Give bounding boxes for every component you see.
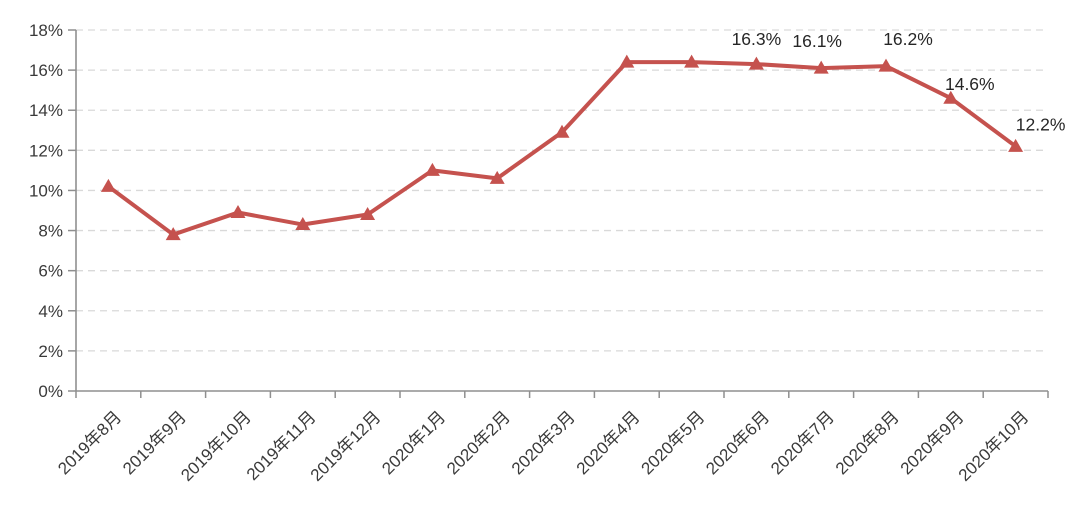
data-point-label: 12.2% <box>1016 114 1066 134</box>
x-axis-tick-label: 2020年7月 <box>767 407 838 478</box>
series-line <box>106 60 1018 237</box>
data-point-marker <box>295 217 311 231</box>
y-axis-tick-label: 6% <box>38 262 63 281</box>
x-axis-tick-label: 2019年9月 <box>119 407 190 478</box>
data-point-marker <box>878 58 894 72</box>
data-point-marker <box>748 56 764 70</box>
y-axis-tick-label: 16% <box>29 61 63 80</box>
x-axis-tick-label: 2019年12月 <box>307 407 385 485</box>
y-axis-tick-label: 2% <box>38 342 63 361</box>
data-point-marker <box>1008 138 1024 152</box>
x-axis-tick-label: 2020年3月 <box>508 407 579 478</box>
x-axis-tick-label: 2020年6月 <box>702 407 773 478</box>
data-point-marker <box>424 162 440 176</box>
y-axis-tick-label: 8% <box>38 222 63 241</box>
data-point-marker <box>230 205 246 219</box>
data-point-marker <box>684 54 700 68</box>
data-point-marker <box>489 170 505 184</box>
data-point-marker <box>554 124 570 138</box>
x-axis-tick-label: 2020年2月 <box>443 407 514 478</box>
x-axis-tick-label: 2020年5月 <box>638 407 709 478</box>
data-point-marker <box>100 178 116 192</box>
y-axis-tick-label: 12% <box>29 141 63 160</box>
data-point-marker <box>813 60 829 74</box>
data-point-label: 16.1% <box>792 31 842 51</box>
x-axis-tick-label: 2020年8月 <box>832 407 903 478</box>
data-point-label: 14.6% <box>945 74 995 94</box>
y-axis-tick-label: 0% <box>38 382 63 401</box>
data-point-marker <box>943 90 959 104</box>
x-axis-tick-label: 2020年10月 <box>955 407 1033 485</box>
y-axis-tick-label: 10% <box>29 181 63 200</box>
data-point-label: 16.2% <box>883 29 933 49</box>
y-axis-tick-label: 4% <box>38 302 63 321</box>
data-point-label: 16.3% <box>732 29 782 49</box>
data-point-marker <box>165 227 181 241</box>
x-axis-tick-label: 2020年4月 <box>573 407 644 478</box>
data-point-marker <box>360 207 376 221</box>
x-axis-tick-label: 2019年8月 <box>54 407 125 478</box>
y-axis-tick-label: 18% <box>29 21 63 40</box>
x-axis-tick-label: 2020年1月 <box>378 407 449 478</box>
x-axis-tick-label: 2020年9月 <box>897 407 968 478</box>
data-point-marker <box>619 54 635 68</box>
y-axis-tick-label: 14% <box>29 101 63 120</box>
x-axis-tick-label: 2019年10月 <box>177 407 255 485</box>
